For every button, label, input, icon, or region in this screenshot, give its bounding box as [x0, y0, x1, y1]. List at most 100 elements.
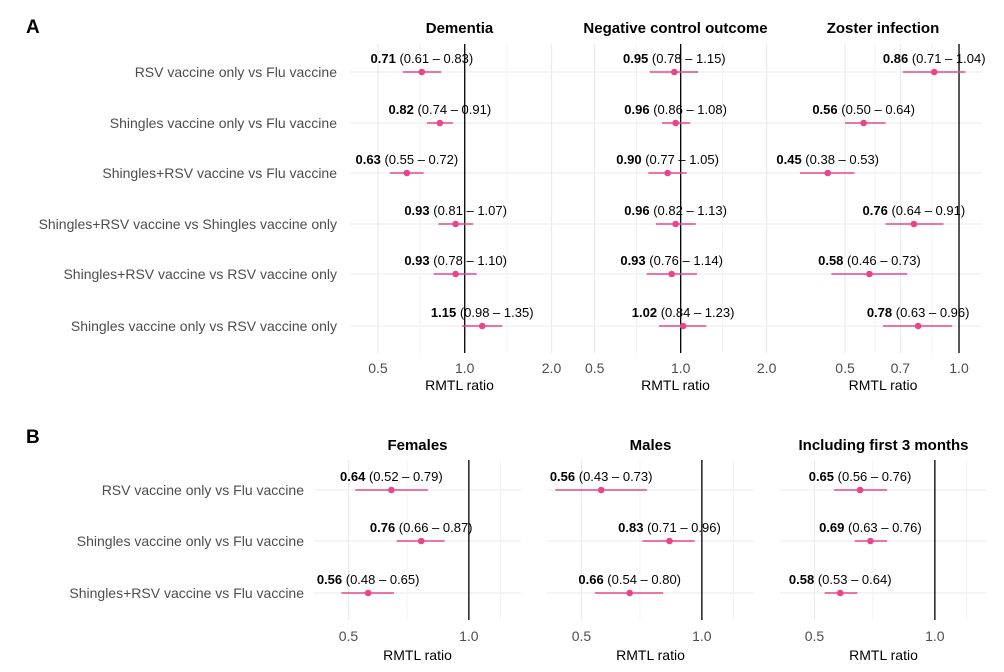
row-label: RSV vaccine only vs Flu vaccine — [102, 482, 305, 498]
confidence-interval: (0.81 – 1.07) — [430, 203, 507, 218]
estimate-value: 1.02 — [632, 305, 657, 320]
confidence-interval: (0.52 – 0.79) — [365, 469, 442, 484]
confidence-interval: (0.86 – 1.08) — [650, 102, 727, 117]
panel-letter-a: A — [26, 17, 40, 38]
estimate-point — [860, 119, 867, 127]
estimate-label: 0.96 (0.82 – 1.13) — [624, 203, 727, 218]
confidence-interval: (0.54 – 0.80) — [604, 572, 681, 587]
confidence-interval: (0.43 – 0.73) — [575, 469, 652, 484]
estimate-label: 0.96 (0.86 – 1.08) — [624, 102, 727, 117]
confidence-interval: (0.64 – 0.91) — [888, 203, 965, 218]
estimate-point — [417, 537, 425, 545]
estimate-point — [452, 220, 459, 228]
x-tick-label: 0.5 — [835, 360, 855, 376]
estimate-value: 1.15 — [431, 305, 456, 320]
row-label: Shingles vaccine only vs RSV vaccine onl… — [71, 318, 337, 334]
x-tick-label: 0.7 — [891, 360, 911, 376]
estimate-value: 0.93 — [404, 253, 429, 268]
x-axis-title: RMTL ratio — [849, 377, 918, 393]
x-tick-label: 0.5 — [339, 628, 359, 644]
row-label: Shingles vaccine only vs Flu vaccine — [110, 115, 337, 131]
x-axis-title: RMTL ratio — [616, 647, 685, 663]
confidence-interval: (0.71 – 0.96) — [643, 520, 720, 535]
row-label: Shingles+RSV vaccine vs Shingles vaccine… — [39, 216, 337, 232]
panel-a: A RSV vaccine only vs Flu vaccine Shingle… — [26, 17, 986, 393]
estimate-point — [930, 68, 938, 76]
estimate-label: 0.78 (0.63 – 0.96) — [867, 305, 970, 320]
estimate-point — [403, 169, 411, 177]
estimate-point — [668, 270, 675, 278]
estimate-value: 0.58 — [818, 253, 843, 268]
estimate-point — [597, 486, 605, 494]
estimate-value: 0.76 — [863, 203, 888, 218]
facet-title: Females — [387, 437, 447, 454]
estimate-label: 0.71 (0.61 – 0.83) — [371, 51, 474, 66]
confidence-interval: (0.82 – 1.13) — [650, 203, 727, 218]
panel-b: B RSV vaccine only vs Flu vaccine Shingle… — [26, 427, 987, 663]
facet-title: Zoster infection — [827, 20, 940, 37]
estimate-label: 0.56 (0.43 – 0.73) — [550, 469, 653, 484]
estimate-value: 0.90 — [616, 152, 641, 167]
estimate-label: 0.93 (0.78 – 1.10) — [404, 253, 507, 268]
estimate-point — [824, 169, 831, 177]
facet: 0.5 1.0 2.0 Negative control outcome RMTL ra… — [567, 20, 784, 393]
estimate-label: 0.86 (0.71 – 1.04) — [883, 51, 986, 66]
estimate-point — [436, 119, 444, 127]
estimate-label: 0.56 (0.48 – 0.65) — [317, 572, 420, 587]
estimate-label: 0.76 (0.64 – 0.91) — [863, 203, 966, 218]
x-tick-label: 1.0 — [671, 360, 691, 376]
facet: 0.5 1.0 Females RMTL ratio 0.64 (0.52 – 0.79… — [314, 437, 521, 663]
confidence-interval: (0.63 – 0.96) — [892, 305, 969, 320]
estimate-point — [910, 220, 918, 228]
row-label: RSV vaccine only vs Flu vaccine — [135, 64, 338, 80]
x-tick-label: 2.0 — [757, 360, 777, 376]
x-tick-label: 0.5 — [585, 360, 605, 376]
confidence-interval: (0.78 – 1.15) — [648, 51, 725, 66]
confidence-interval: (0.50 – 0.64) — [838, 102, 915, 117]
confidence-interval: (0.78 – 1.10) — [430, 253, 507, 268]
estimate-value: 0.69 — [819, 520, 844, 535]
estimate-value: 0.82 — [389, 102, 414, 117]
estimate-value: 0.56 — [812, 102, 837, 117]
estimate-value: 0.64 — [340, 469, 366, 484]
estimate-value: 0.65 — [809, 469, 834, 484]
estimate-point — [672, 119, 679, 127]
facet-title: Negative control outcome — [583, 20, 767, 37]
facet: 0.5 1.0 2.0 Dementia RMTL ratio 0.71 (0.61 – … — [350, 20, 569, 393]
facet-title: Dementia — [426, 20, 494, 37]
x-tick-label: 0.5 — [368, 360, 388, 376]
row-label: Shingles+RSV vaccine vs RSV vaccine only — [63, 266, 337, 282]
x-tick-label: 1.0 — [949, 360, 969, 376]
estimate-point — [679, 322, 687, 330]
estimate-label: 0.83 (0.71 – 0.96) — [618, 520, 721, 535]
confidence-interval: (0.38 – 0.53) — [802, 152, 879, 167]
estimate-point — [418, 68, 426, 76]
x-tick-label: 0.5 — [572, 628, 592, 644]
estimate-point — [364, 589, 372, 597]
facet-title: Males — [630, 437, 672, 454]
estimate-label: 0.63 (0.55 – 0.72) — [356, 152, 459, 167]
estimate-point — [664, 169, 671, 177]
estimate-value: 0.96 — [624, 102, 649, 117]
estimate-label: 1.15 (0.98 – 1.35) — [431, 305, 534, 320]
row-label: Shingles vaccine only vs Flu vaccine — [77, 533, 304, 549]
estimate-point — [452, 270, 459, 278]
confidence-interval: (0.48 – 0.65) — [342, 572, 419, 587]
confidence-interval: (0.98 – 1.35) — [456, 305, 533, 320]
row-label: Shingles+RSV vaccine vs Flu vaccine — [102, 165, 337, 181]
estimate-value: 0.83 — [618, 520, 643, 535]
panel-letter-b: B — [26, 427, 40, 448]
estimate-value: 0.71 — [371, 51, 396, 66]
facet: 0.5 0.7 1.0 Zoster infection RMTL ratio 0.86 … — [776, 20, 985, 393]
confidence-interval: (0.74 – 0.91) — [414, 102, 491, 117]
estimate-label: 0.90 (0.77 – 1.05) — [616, 152, 719, 167]
estimate-value: 0.76 — [370, 520, 395, 535]
estimate-point — [856, 486, 864, 494]
confidence-interval: (0.55 – 0.72) — [381, 152, 458, 167]
confidence-interval: (0.46 – 0.73) — [843, 253, 920, 268]
x-tick-label: 2.0 — [542, 360, 562, 376]
estimate-value: 0.63 — [356, 152, 381, 167]
x-axis-title: RMTL ratio — [383, 647, 452, 663]
